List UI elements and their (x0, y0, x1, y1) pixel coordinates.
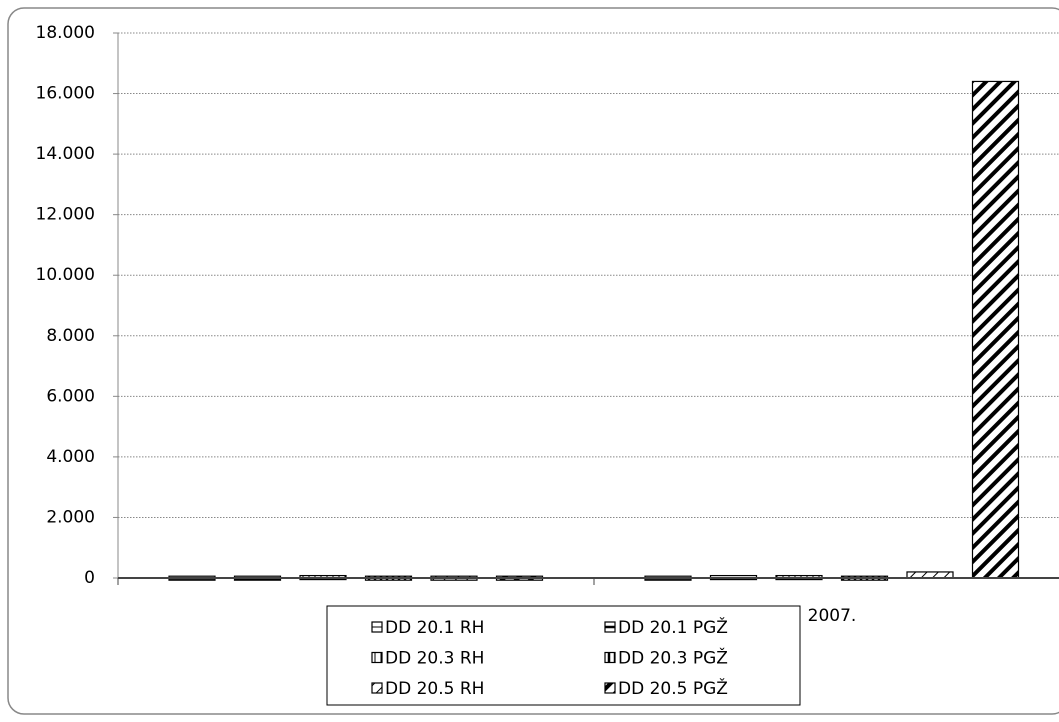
legend-label: DD 20.3 PGŽ (618, 647, 728, 669)
legend-swatch (604, 621, 616, 633)
y-tick-label: 10.000 (36, 265, 95, 285)
legend-swatch (371, 651, 383, 664)
legend-label: DD 20.1 RH (385, 618, 484, 638)
legend-label: DD 20.5 PGŽ (618, 677, 728, 699)
legend-box (326, 605, 801, 706)
chart-frame (7, 7, 1059, 715)
y-tick-label: 4.000 (46, 447, 95, 467)
plot-area: 0 2.000 4.000 6.000 8.000 10.000 12.000 14.000 1… (36, 23, 1059, 626)
x-tick-label: 2007. (808, 606, 857, 626)
legend-label: DD 20.5 RH (385, 679, 484, 699)
y-tick-label: 2.000 (46, 507, 95, 527)
legend-swatch (371, 682, 383, 694)
y-tick-label: 0 (84, 568, 95, 588)
y-tick-label: 14.000 (36, 144, 95, 164)
y-tick-label: 16.000 (36, 84, 95, 104)
y-tick-label: 8.000 (46, 326, 95, 346)
bar (971, 80, 1020, 579)
legend-label: DD 20.1 PGŽ (618, 616, 728, 638)
legend-swatch (604, 682, 616, 694)
y-tick-label: 6.000 (46, 386, 95, 406)
legend-swatch (604, 651, 616, 664)
legend-label: DD 20.3 RH (385, 649, 484, 669)
legend: DD 20.1 RH DD 20.1 PGŽ DD 20.3 RH DD 20.3 P… (326, 605, 801, 706)
legend-swatch (371, 621, 383, 633)
y-tick-label: 12.000 (36, 205, 95, 225)
y-tick-label: 18.000 (36, 23, 95, 43)
